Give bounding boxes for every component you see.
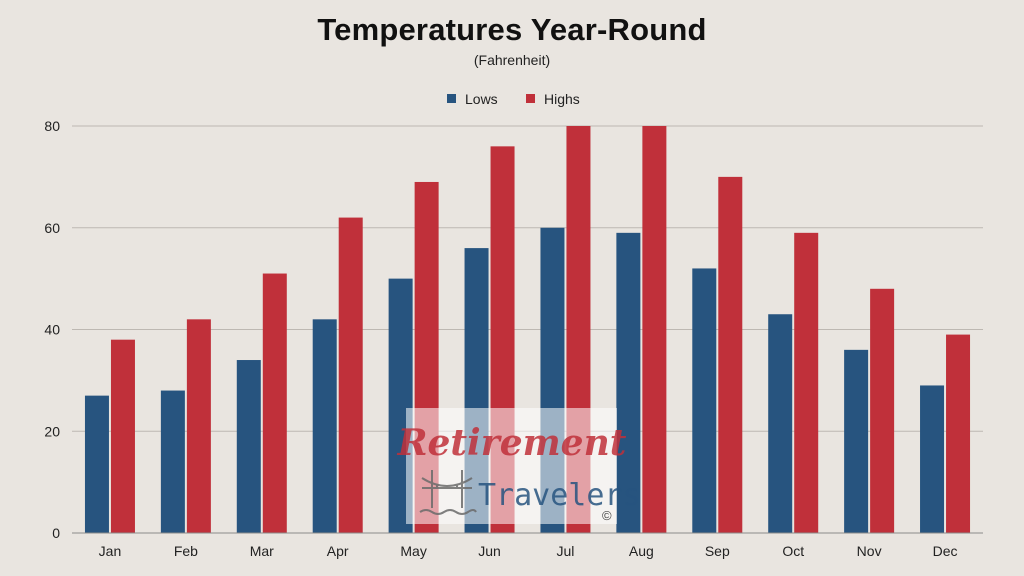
legend-label-highs: Highs	[544, 91, 580, 107]
chart-subtitle: (Fahrenheit)	[473, 52, 551, 68]
x-tick-label: Apr	[327, 543, 349, 559]
bar-highs-oct	[794, 232, 819, 533]
legend-swatch-lows	[447, 94, 456, 103]
bar-lows-aug	[616, 232, 641, 533]
x-tick-label: Jan	[99, 543, 122, 559]
bar-lows-apr	[312, 319, 337, 533]
x-tick-label: Jul	[557, 543, 575, 559]
x-tick-label: Aug	[629, 543, 654, 559]
x-tick-label: Jun	[478, 543, 501, 559]
bar-highs-dec	[946, 334, 971, 533]
x-tick-label: Nov	[857, 543, 882, 559]
bar-lows-mar	[236, 360, 261, 533]
bar-lows-oct	[768, 314, 793, 533]
bridge-icon	[419, 470, 477, 515]
legend-label-lows: Lows	[465, 91, 498, 107]
x-axis-ticks: Jan Feb Mar Apr May Jun Jul Aug Sep Oct Nov Dec	[99, 543, 958, 559]
watermark-line2: Travelers	[478, 478, 641, 513]
y-tick-label: 60	[44, 220, 60, 236]
legend-swatch-highs	[526, 94, 535, 103]
bar-lows-jan	[84, 395, 109, 533]
bars	[84, 126, 971, 533]
bar-lows-nov	[844, 349, 869, 533]
bar-highs-apr	[338, 217, 363, 533]
x-tick-label: Sep	[705, 543, 730, 559]
x-tick-label: Feb	[174, 543, 198, 559]
y-tick-label: 20	[44, 423, 60, 439]
bar-lows-sep	[692, 268, 717, 533]
watermark-logo: Retirement Travelers ©	[397, 408, 641, 524]
bar-highs-feb	[186, 319, 211, 533]
bar-highs-sep	[718, 176, 743, 533]
x-tick-label: Mar	[250, 543, 274, 559]
bar-highs-jan	[110, 339, 135, 533]
x-tick-label: Oct	[782, 543, 804, 559]
bar-highs-mar	[262, 273, 287, 533]
copyright-mark: ©	[602, 508, 612, 523]
bar-lows-dec	[920, 385, 945, 533]
y-tick-label: 80	[44, 118, 60, 134]
y-tick-label: 0	[52, 525, 60, 541]
legend: Lows Highs	[447, 91, 580, 107]
y-tick-label: 40	[44, 322, 60, 338]
bar-lows-feb	[160, 390, 185, 533]
bar-highs-nov	[870, 288, 895, 533]
y-axis-ticks: 0 20 40 60 80	[44, 118, 60, 541]
watermark-background	[406, 408, 617, 524]
watermark-line1: Retirement	[397, 422, 627, 464]
x-tick-label: May	[400, 543, 426, 559]
chart-title: Temperatures Year-Round	[317, 12, 707, 47]
x-tick-label: Dec	[933, 543, 958, 559]
bar-highs-aug	[642, 126, 667, 533]
